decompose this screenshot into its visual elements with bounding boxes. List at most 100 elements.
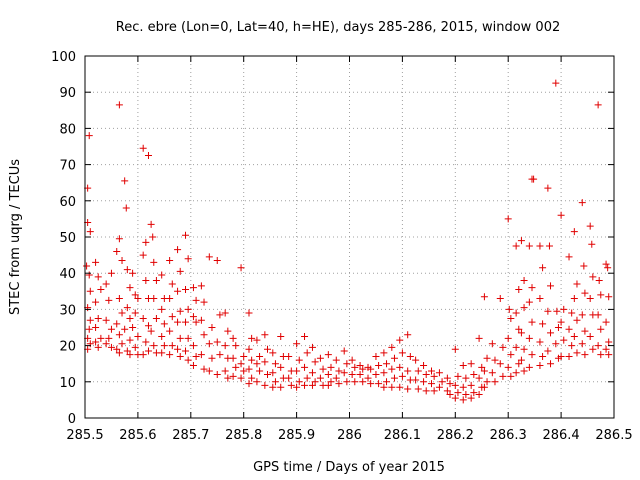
- data-point: [483, 378, 491, 386]
- data-point: [525, 363, 533, 371]
- data-point: [512, 309, 520, 317]
- data-point: [184, 334, 192, 342]
- data-point: [102, 316, 110, 324]
- data-point: [539, 320, 547, 328]
- data-point: [176, 267, 184, 275]
- data-point: [573, 280, 581, 288]
- data-point: [131, 309, 139, 317]
- data-point: [552, 79, 560, 87]
- data-point: [301, 381, 309, 389]
- data-point: [604, 264, 612, 272]
- data-point: [470, 389, 478, 397]
- data-point: [115, 331, 123, 339]
- data-point: [451, 381, 459, 389]
- data-point: [139, 251, 147, 259]
- data-point: [147, 220, 155, 228]
- data-point: [451, 345, 459, 353]
- data-point: [316, 354, 324, 362]
- data-point: [525, 334, 533, 342]
- data-point: [285, 374, 293, 382]
- data-point: [443, 387, 451, 395]
- data-point: [144, 322, 152, 330]
- data-point: [293, 383, 301, 391]
- data-point: [443, 374, 451, 382]
- data-point: [182, 318, 190, 326]
- data-point: [256, 352, 264, 360]
- data-point: [147, 327, 155, 335]
- data-point: [269, 383, 277, 391]
- data-point: [475, 374, 483, 382]
- x-tick-label: 286: [337, 428, 362, 443]
- data-point: [515, 285, 523, 293]
- data-point: [113, 345, 121, 353]
- data-point: [113, 320, 121, 328]
- data-point: [430, 372, 438, 380]
- data-point: [152, 276, 160, 284]
- data-point: [261, 358, 269, 366]
- data-point: [129, 269, 137, 277]
- data-point: [131, 291, 139, 299]
- data-point: [139, 144, 147, 152]
- data-point: [335, 380, 343, 388]
- data-point: [589, 345, 597, 353]
- data-point: [446, 380, 454, 388]
- data-point: [588, 240, 596, 248]
- data-point: [102, 280, 110, 288]
- data-point: [324, 351, 332, 359]
- data-point: [512, 343, 520, 351]
- data-point: [383, 360, 391, 368]
- data-point: [390, 374, 398, 382]
- data-point: [586, 333, 594, 341]
- data-point: [240, 352, 248, 360]
- data-point: [261, 381, 269, 389]
- data-point: [221, 367, 229, 375]
- data-point: [85, 271, 93, 279]
- data-point: [213, 371, 221, 379]
- y-axis-label: STEC from uqrg / TECUs: [8, 159, 23, 315]
- data-point: [380, 369, 388, 377]
- data-point: [229, 372, 237, 380]
- data-point: [553, 307, 561, 315]
- data-point: [359, 378, 367, 386]
- data-point: [102, 340, 110, 348]
- data-point: [205, 340, 213, 348]
- data-point: [324, 381, 332, 389]
- data-point: [303, 374, 311, 382]
- y-tick-label: 10: [59, 376, 76, 391]
- data-point: [174, 246, 182, 254]
- data-point: [547, 329, 555, 337]
- data-point: [602, 345, 610, 353]
- data-point: [595, 276, 603, 284]
- data-point: [253, 360, 261, 368]
- data-point: [123, 304, 131, 312]
- data-point: [142, 276, 150, 284]
- data-point: [517, 237, 525, 245]
- data-point: [229, 354, 237, 362]
- data-point: [427, 367, 435, 375]
- data-point: [420, 378, 428, 386]
- data-point: [168, 280, 176, 288]
- data-point: [123, 347, 131, 355]
- data-point: [605, 338, 613, 346]
- data-point: [557, 211, 565, 219]
- data-point: [123, 266, 131, 274]
- data-point: [459, 383, 467, 391]
- chart-title: Rec. ebre (Lon=0, Lat=40, h=HE), days 28…: [116, 20, 560, 35]
- data-point: [398, 349, 406, 357]
- data-point: [237, 264, 245, 272]
- data-point: [504, 363, 512, 371]
- data-point: [570, 333, 578, 341]
- data-point: [269, 369, 277, 377]
- data-point: [121, 325, 129, 333]
- data-point: [388, 383, 396, 391]
- data-point: [94, 273, 102, 281]
- data-point: [197, 316, 205, 324]
- data-point: [245, 380, 253, 388]
- data-point: [182, 231, 190, 239]
- data-point: [348, 356, 356, 364]
- data-point: [517, 329, 525, 337]
- data-point: [446, 390, 454, 398]
- x-tick-label: 285.8: [225, 428, 262, 443]
- data-point: [539, 264, 547, 272]
- data-point: [470, 371, 478, 379]
